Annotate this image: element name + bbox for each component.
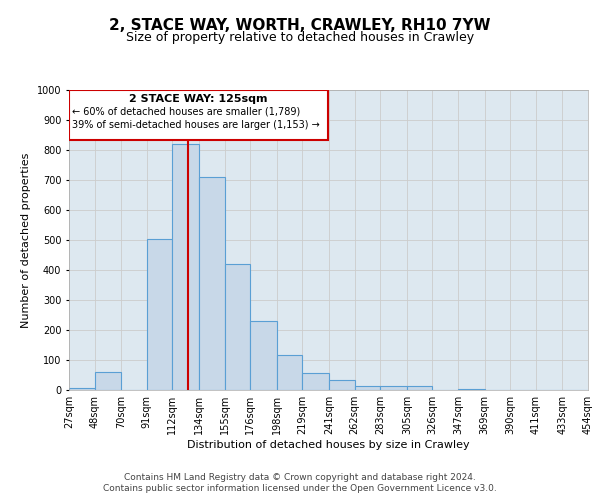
Text: 2 STACE WAY: 125sqm: 2 STACE WAY: 125sqm [129,94,268,104]
Bar [224,264,250,390]
Text: ← 60% of detached houses are smaller (1,789): ← 60% of detached houses are smaller (1,… [71,106,300,117]
Bar [407,386,433,390]
Y-axis label: Number of detached properties: Number of detached properties [22,152,31,328]
Text: Contains public sector information licensed under the Open Government Licence v3: Contains public sector information licen… [103,484,497,493]
Bar [69,388,95,390]
Bar [458,388,485,390]
Bar [302,373,329,390]
Text: Size of property relative to detached houses in Crawley: Size of property relative to detached ho… [126,31,474,44]
X-axis label: Distribution of detached houses by size in Crawley: Distribution of detached houses by size … [187,440,470,450]
FancyBboxPatch shape [69,90,328,140]
Bar [329,380,355,390]
Text: Contains HM Land Registry data © Crown copyright and database right 2024.: Contains HM Land Registry data © Crown c… [124,472,476,482]
Bar [355,386,380,390]
Bar [95,372,121,390]
Bar [172,144,199,390]
Text: 2, STACE WAY, WORTH, CRAWLEY, RH10 7YW: 2, STACE WAY, WORTH, CRAWLEY, RH10 7YW [109,18,491,32]
Text: 39% of semi-detached houses are larger (1,153) →: 39% of semi-detached houses are larger (… [71,120,319,130]
Bar [147,238,172,390]
Bar [380,386,407,390]
Bar [277,354,302,390]
Bar [250,321,277,390]
Bar [199,177,224,390]
